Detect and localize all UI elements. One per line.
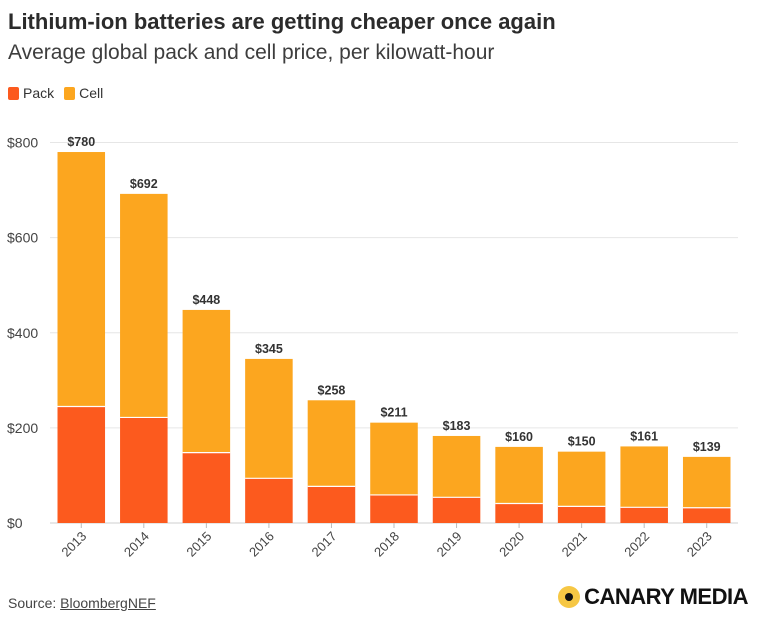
- bar-pack: [307, 486, 356, 523]
- y-tick-label: $600: [7, 230, 38, 246]
- bar-pack: [495, 503, 543, 523]
- x-tick-label: 2013: [58, 529, 89, 560]
- bar-total-label: $780: [67, 135, 95, 149]
- bar-pack: [682, 507, 731, 523]
- bar-pack: [120, 417, 168, 523]
- bar-total-label: $345: [255, 342, 283, 356]
- bar-cell: [682, 456, 731, 508]
- bar-pack: [432, 497, 481, 523]
- y-tick-label: $200: [7, 420, 38, 436]
- bar-total-label: $183: [443, 419, 471, 433]
- bar-total-label: $692: [130, 177, 158, 191]
- chart-subtitle: Average global pack and cell price, per …: [8, 41, 495, 64]
- bar-total-label: $211: [380, 406, 407, 420]
- y-tick-label: $800: [7, 135, 38, 151]
- source-link[interactable]: BloombergNEF: [60, 595, 156, 611]
- y-tick-label: $0: [7, 515, 23, 531]
- bar-cell: [557, 451, 606, 507]
- bar-cell: [245, 358, 293, 479]
- x-tick-label: 2020: [496, 529, 527, 560]
- legend-label-cell: Cell: [79, 85, 104, 101]
- x-tick-label: 2016: [246, 529, 277, 560]
- legend-item-pack: Pack: [8, 85, 54, 101]
- legend-swatch-cell: [64, 86, 76, 100]
- bar-pack: [182, 452, 231, 523]
- source-prefix: Source:: [8, 595, 61, 611]
- bar-pack: [57, 406, 106, 523]
- bar-total-label: $448: [192, 293, 220, 307]
- bar-cell: [370, 422, 418, 495]
- x-tick-label: 2022: [621, 529, 652, 560]
- legend-swatch-pack: [8, 86, 19, 100]
- brand-name: CANARY MEDIA: [584, 584, 748, 609]
- bar-total-label: $258: [318, 383, 346, 397]
- x-tick-label: 2015: [183, 529, 214, 560]
- brand-logo: CANARY MEDIA: [558, 584, 748, 610]
- legend: Pack Cell: [8, 85, 113, 101]
- bar-total-label: $139: [693, 440, 721, 454]
- bar-total-label: $161: [630, 429, 658, 443]
- bar-cell: [120, 193, 168, 418]
- bar-pack: [557, 506, 606, 523]
- bar-cell: [307, 400, 356, 487]
- canary-dot-icon: [558, 586, 581, 608]
- chart-title: Lithium-ion batteries are getting cheape…: [8, 9, 556, 34]
- x-tick-label: 2014: [121, 529, 152, 560]
- bar-pack: [620, 507, 668, 523]
- x-tick-label: 2018: [371, 529, 402, 560]
- x-tick-label: 2017: [309, 529, 340, 560]
- y-tick-label: $400: [7, 325, 38, 341]
- bar-cell: [620, 446, 668, 508]
- source-note: Source: BloombergNEF: [8, 595, 156, 611]
- legend-label-pack: Pack: [23, 85, 55, 101]
- bar-total-label: $150: [568, 435, 596, 449]
- bar-cell: [432, 435, 481, 498]
- x-tick-label: 2021: [559, 529, 590, 560]
- bar-pack: [245, 478, 293, 523]
- bar-total-label: $160: [505, 430, 533, 444]
- x-tick-label: 2019: [434, 529, 465, 560]
- legend-item-cell: Cell: [64, 85, 103, 101]
- bar-chart: $0 $200 $400 $600 $800 $780 2013 $692 2014 $448 20…: [7, 135, 738, 560]
- bar-pack: [370, 494, 418, 523]
- x-tick-label: 2023: [684, 529, 715, 560]
- bar-cell: [57, 152, 106, 407]
- bar-cell: [495, 446, 543, 504]
- bar-cell: [182, 309, 231, 453]
